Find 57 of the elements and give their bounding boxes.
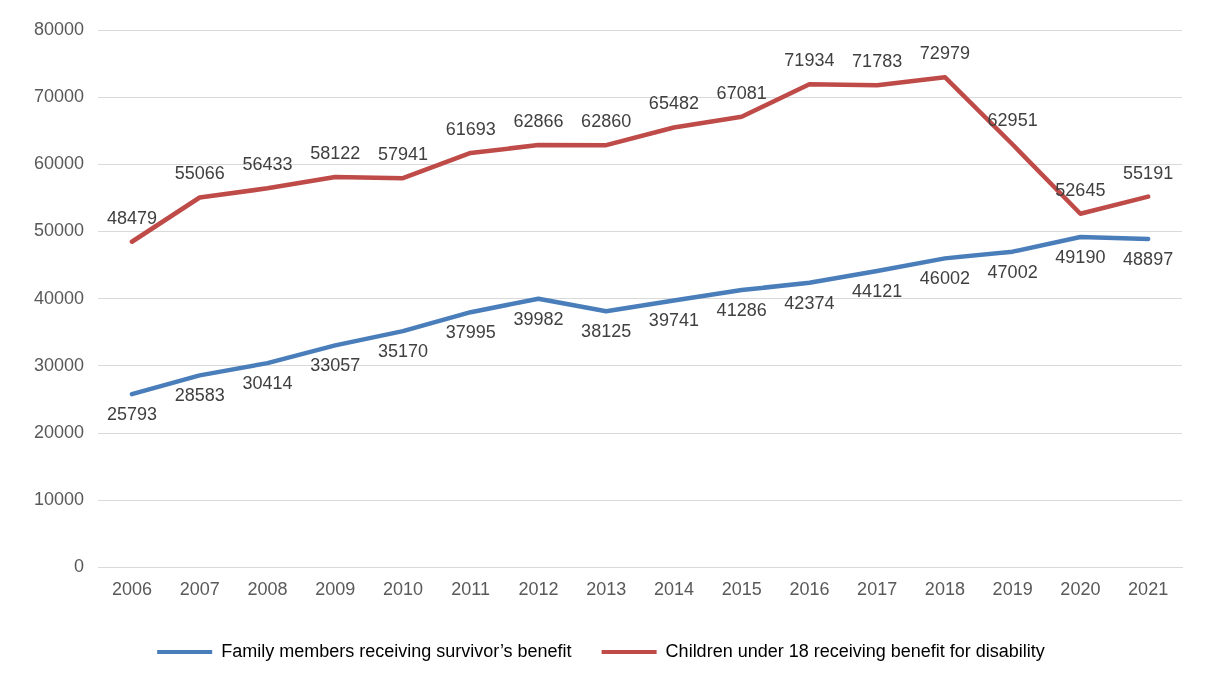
data-label: 41286 [716, 300, 767, 321]
x-tick-label: 2017 [857, 579, 898, 600]
legend-label: Family members receiving survivor’s benefit [221, 640, 572, 661]
data-label: 25793 [106, 404, 157, 425]
data-label: 39982 [513, 308, 564, 329]
x-tick-label: 2015 [721, 579, 762, 600]
data-label: 44121 [852, 280, 903, 301]
data-label: 58122 [310, 142, 361, 163]
data-label: 35170 [377, 341, 428, 362]
x-tick-label: 2009 [315, 579, 356, 600]
x-tick-label: 2019 [992, 579, 1033, 600]
y-tick-label: 10000 [33, 489, 85, 510]
y-tick-label: 0 [74, 556, 85, 577]
data-label: 38125 [581, 321, 632, 342]
x-tick-label: 2016 [789, 579, 830, 600]
data-label: 61693 [445, 118, 496, 139]
x-tick-label: 2010 [382, 579, 423, 600]
data-label: 55191 [1123, 162, 1174, 183]
data-label: 72979 [919, 43, 970, 64]
data-label: 49190 [1055, 246, 1106, 267]
x-tick-label: 2012 [518, 579, 559, 600]
x-tick-label: 2020 [1060, 579, 1101, 600]
y-tick-label: 20000 [33, 422, 85, 443]
data-label: 62860 [581, 111, 632, 132]
data-label: 71783 [852, 51, 903, 72]
y-tick-label: 40000 [33, 287, 85, 308]
data-label: 33057 [310, 355, 361, 376]
data-label: 65482 [648, 93, 699, 114]
x-tick-label: 2008 [247, 579, 288, 600]
y-tick-label: 50000 [33, 220, 85, 241]
y-tick-label: 60000 [33, 153, 85, 174]
data-label: 39741 [648, 310, 699, 331]
y-tick-label: 70000 [33, 86, 85, 107]
data-label: 55066 [174, 163, 225, 184]
data-label: 42374 [784, 292, 835, 313]
x-tick-label: 2021 [1128, 579, 1169, 600]
data-label: 46002 [919, 268, 970, 289]
x-tick-label: 2018 [924, 579, 965, 600]
y-tick-label: 30000 [33, 354, 85, 375]
x-tick-label: 2007 [179, 579, 220, 600]
data-label: 56433 [242, 154, 293, 175]
data-label: 67081 [716, 82, 767, 103]
data-label: 62866 [513, 111, 564, 132]
y-tick-label: 80000 [33, 18, 85, 39]
data-label: 47002 [987, 261, 1038, 282]
data-label: 28583 [174, 385, 225, 406]
data-label: 71934 [784, 50, 835, 71]
data-label: 48479 [106, 207, 157, 228]
x-tick-label: 2006 [111, 579, 152, 600]
data-label: 30414 [242, 373, 293, 394]
x-tick-label: 2011 [451, 579, 491, 600]
data-label: 48897 [1123, 248, 1174, 269]
x-tick-label: 2013 [586, 579, 627, 600]
data-label: 57941 [377, 144, 428, 165]
data-label: 37995 [445, 322, 496, 343]
legend-label: Children under 18 receiving benefit for disability [665, 640, 1045, 661]
x-tick-label: 2014 [653, 579, 694, 600]
